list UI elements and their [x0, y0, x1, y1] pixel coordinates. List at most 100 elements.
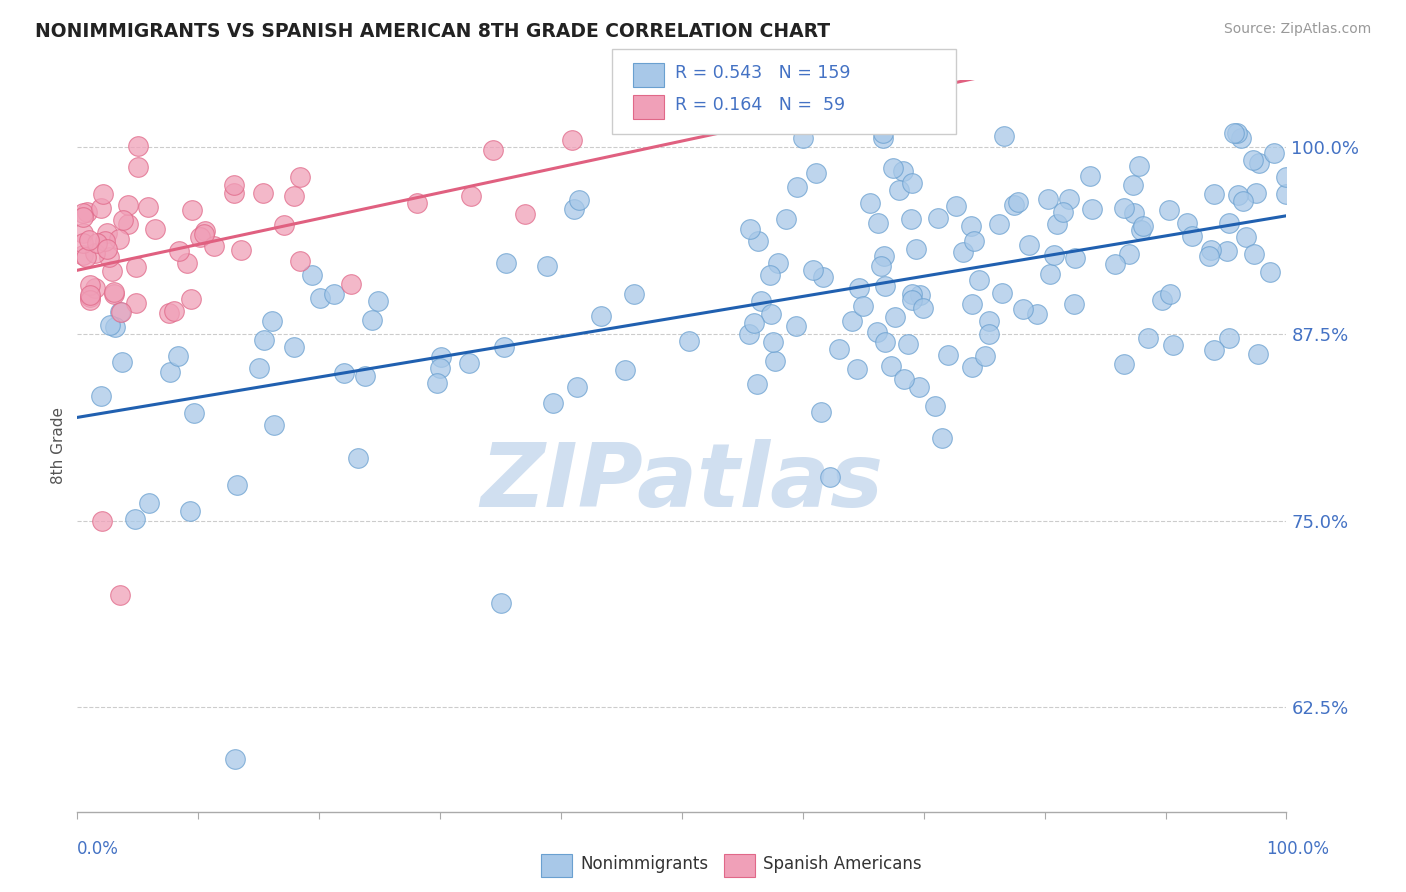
Point — [86, 235, 108, 250]
Point — [252, 186, 274, 201]
Point — [224, 186, 246, 200]
Point — [1122, 178, 1144, 192]
Point — [84, 281, 107, 295]
Point — [79, 277, 101, 292]
Point — [1258, 265, 1281, 279]
Point — [224, 178, 246, 192]
Point — [283, 341, 305, 355]
Point — [745, 377, 768, 392]
Point — [179, 504, 201, 518]
Point — [1232, 194, 1254, 208]
Point — [176, 256, 198, 270]
Point — [322, 287, 344, 301]
Point — [125, 295, 148, 310]
Point — [79, 293, 101, 307]
Point — [747, 235, 769, 249]
Text: Source: ZipAtlas.com: Source: ZipAtlas.com — [1223, 22, 1371, 37]
Point — [1247, 156, 1270, 170]
Point — [1230, 131, 1253, 145]
Point — [183, 406, 205, 420]
Point — [801, 262, 824, 277]
Point — [260, 314, 283, 328]
Point — [1036, 192, 1059, 206]
Point — [818, 470, 841, 484]
Point — [1161, 338, 1184, 352]
Point — [875, 278, 897, 293]
Point — [283, 189, 305, 203]
Point — [103, 287, 125, 301]
Point — [591, 310, 613, 324]
Point — [901, 177, 924, 191]
Point — [481, 143, 503, 157]
Text: 100.0%: 100.0% — [1265, 840, 1329, 858]
Point — [993, 129, 1015, 144]
Point — [110, 305, 132, 319]
Point — [1157, 202, 1180, 217]
Point — [72, 235, 94, 250]
Point — [1234, 230, 1257, 244]
Point — [93, 234, 115, 248]
Point — [460, 188, 482, 202]
Point — [90, 514, 112, 528]
Point — [891, 163, 914, 178]
Point — [1223, 126, 1246, 140]
Point — [489, 596, 512, 610]
Point — [405, 196, 427, 211]
Point — [1150, 293, 1173, 308]
Point — [96, 242, 118, 256]
Point — [308, 291, 330, 305]
Point — [1263, 145, 1285, 160]
Point — [991, 286, 1014, 301]
Point — [901, 293, 924, 308]
Point — [111, 355, 134, 369]
Point — [167, 244, 190, 259]
Point — [786, 180, 808, 194]
Point — [263, 417, 285, 432]
Point — [901, 287, 924, 301]
Point — [430, 350, 453, 364]
Point — [167, 349, 190, 363]
Point — [873, 334, 896, 349]
Point — [124, 260, 146, 275]
Point — [810, 405, 832, 419]
Text: R = 0.543   N = 159: R = 0.543 N = 159 — [675, 64, 851, 82]
Point — [977, 327, 1000, 342]
Point — [1104, 256, 1126, 270]
Point — [973, 350, 995, 364]
Point — [872, 131, 894, 145]
Point — [288, 254, 311, 268]
Point — [1159, 287, 1181, 301]
Point — [804, 165, 827, 179]
Point — [828, 342, 851, 356]
Point — [104, 320, 127, 334]
Text: NONIMMIGRANTS VS SPANISH AMERICAN 8TH GRADE CORRELATION CHART: NONIMMIGRANTS VS SPANISH AMERICAN 8TH GR… — [35, 22, 831, 41]
Point — [108, 588, 131, 602]
Point — [202, 239, 225, 253]
Point — [1078, 169, 1101, 184]
Point — [1052, 205, 1074, 219]
Point — [1243, 247, 1265, 261]
Point — [100, 264, 122, 278]
Point — [247, 360, 270, 375]
Point — [143, 222, 166, 236]
Point — [332, 366, 354, 380]
Point — [273, 218, 295, 232]
Point — [1218, 331, 1240, 345]
Point — [936, 348, 959, 362]
Point — [1130, 223, 1153, 237]
Point — [987, 217, 1010, 231]
Point — [1043, 247, 1066, 261]
Point — [1227, 188, 1250, 202]
Point — [111, 213, 134, 227]
Point — [1132, 219, 1154, 233]
Point — [1198, 249, 1220, 263]
Point — [945, 199, 967, 213]
Point — [866, 216, 889, 230]
Point — [1046, 217, 1069, 231]
Point — [870, 259, 893, 273]
Point — [536, 260, 558, 274]
Point — [136, 200, 159, 214]
Text: 0.0%: 0.0% — [77, 840, 120, 858]
Point — [924, 399, 946, 413]
Point — [960, 297, 983, 311]
